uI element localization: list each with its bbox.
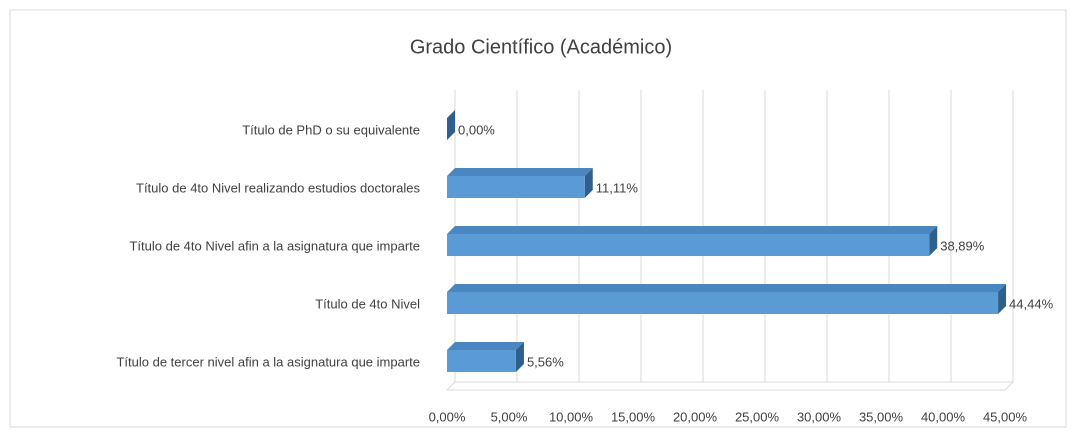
bar <box>447 292 999 314</box>
x-tick-label: 10,00% <box>549 409 594 424</box>
x-tick-label: 5,00% <box>491 409 528 424</box>
bar <box>447 234 930 256</box>
bar-top <box>447 284 1007 292</box>
chart-title: Grado Científico (Académico) <box>410 36 672 58</box>
x-tick-label: 20,00% <box>673 409 718 424</box>
x-tick-label: 15,00% <box>611 409 656 424</box>
value-label: 38,89% <box>940 238 985 253</box>
bar-side <box>447 110 455 140</box>
y-tick-label: Título de PhD o su equivalente <box>242 122 420 137</box>
y-tick-label: Título de 4to Nivel realizando estudios … <box>136 180 420 195</box>
bar-side <box>929 226 938 256</box>
value-label: 0,00% <box>458 122 495 137</box>
value-label: 44,44% <box>1009 296 1054 311</box>
value-label: 5,56% <box>527 354 564 369</box>
x-tick-label: 25,00% <box>735 409 780 424</box>
bar-top <box>447 168 593 176</box>
bar-side <box>998 284 1007 314</box>
bar-top <box>447 226 938 234</box>
y-tick-label: Título de 4to Nivel <box>315 296 420 311</box>
bar-top <box>447 342 524 350</box>
x-tick-label: 30,00% <box>797 409 842 424</box>
x-tick-label: 35,00% <box>859 409 904 424</box>
x-tick-label: 45,00% <box>983 409 1028 424</box>
chart-frame <box>9 9 1067 428</box>
y-tick-label: Título de tercer nivel afin a la asignat… <box>116 354 420 369</box>
bar <box>447 350 516 372</box>
bar-side <box>584 168 593 198</box>
x-tick-label: 0,00% <box>429 409 466 424</box>
y-tick-label: Título de 4to Nivel afin a la asignatura… <box>129 238 420 253</box>
value-label: 11,11% <box>596 180 639 195</box>
x-tick-label: 40,00% <box>921 409 966 424</box>
bar-side <box>515 342 524 372</box>
bar <box>447 176 585 198</box>
